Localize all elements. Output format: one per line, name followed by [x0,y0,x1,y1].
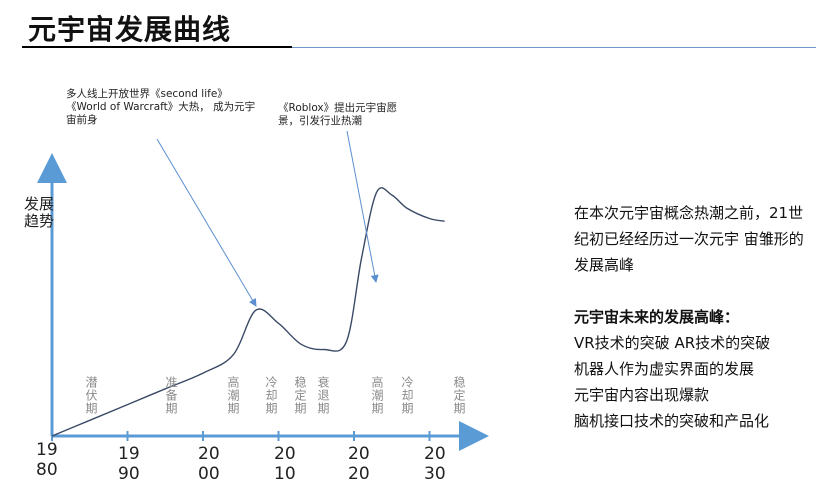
title-rule [22,46,292,48]
side-intro: 在本次元宇宙概念热潮之前，21世纪初已经经历过一次元宇 宙雏形的发展高峰 [574,204,804,274]
stage-label: 稳定期 [293,376,307,415]
side-panel: 在本次元宇宙概念热潮之前，21世纪初已经经历过一次元宇 宙雏形的发展高峰 元宇宙… [574,200,816,434]
annotation-roblox: 《Roblox》提出元宇宙愿景，引发行业热潮 [278,102,398,127]
side-item: 脑机接口技术的突破和产品化 [574,412,770,430]
stage-label: 潜伏期 [84,376,98,415]
x-tick-label: 2020 [348,444,370,484]
side-item: VR技术的突破 AR技术的突破 [574,334,771,352]
side-heading: 元宇宙未来的发展高峰： [574,308,740,326]
annotation-pointer-2 [346,130,379,283]
stage-label: 准备期 [164,376,178,415]
x-tick-label: 1980 [36,440,58,480]
side-item: 元宇宙内容出现爆款 [574,386,710,404]
stage-label: 衰退期 [316,376,330,415]
page-title: 元宇宙发展曲线 [28,13,232,46]
trend-curve [51,187,445,437]
stage-label: 稳定期 [452,376,466,415]
stage-label: 冷却期 [264,376,278,415]
x-tick-label: 2000 [198,444,220,484]
side-item: 机器人作为虚实界面的发展 [574,360,755,378]
stage-label: 高潮期 [226,376,240,415]
side-spacer [574,278,816,304]
annotation-second-life: 多人线上开放世界《second life》《World of Warcraft》… [66,88,256,126]
annotation-pointer-1 [156,138,257,307]
title-rule-accent [292,47,816,48]
y-axis-label: 发展趋势 [24,195,55,230]
x-tick-label: 2030 [424,444,446,484]
x-tick-label: 2010 [274,444,296,484]
x-tick-label: 1990 [118,444,140,484]
stage-label: 冷却期 [400,376,414,415]
stage-label: 高潮期 [370,376,384,415]
